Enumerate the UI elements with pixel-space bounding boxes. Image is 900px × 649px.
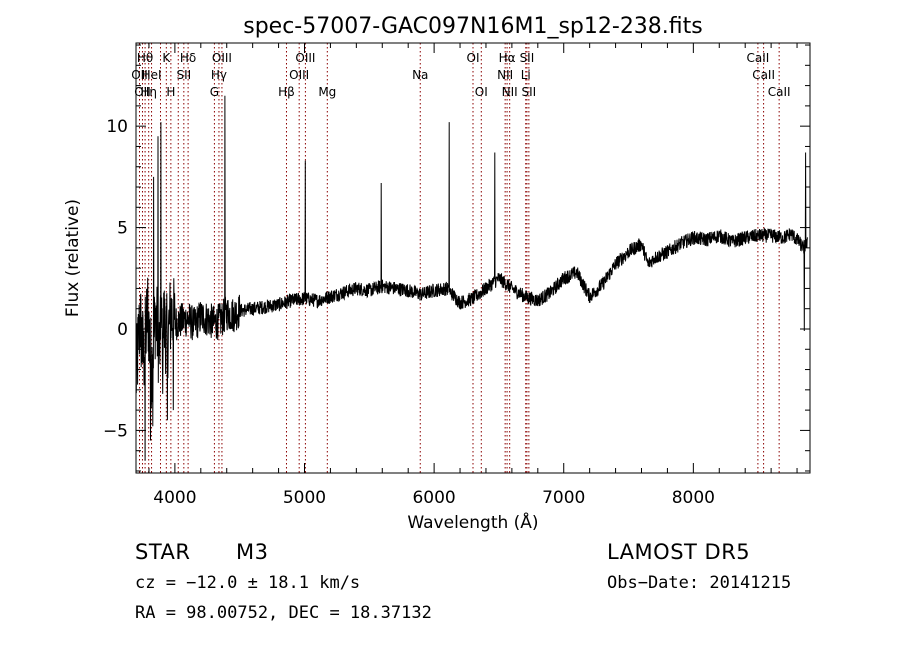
marker-label-1: OII (134, 85, 151, 99)
x-tick-label-2: 6000 (412, 488, 455, 508)
marker-label-24: Li (521, 68, 531, 82)
coordinates: RA = 98.00752, DEC = 18.37132 (135, 603, 432, 623)
marker-label-27: CaII (746, 51, 769, 65)
y-tick-label-3: 10 (106, 117, 128, 137)
marker-label-7: H (166, 85, 175, 99)
plot-frame (135, 42, 811, 474)
marker-label-11: G (210, 85, 219, 99)
marker-label-22: Hα (499, 51, 516, 65)
object-class: STAR (135, 540, 191, 564)
y-axis-label: Flux (relative) (63, 199, 83, 317)
x-tick-label-0: 4000 (153, 488, 196, 508)
marker-label-23: NII (502, 85, 518, 99)
axis-ticks: 4000 5000 6000 7000 8000 −5 0 5 10 (103, 43, 810, 508)
obs-date: Obs−Date: 20141215 (607, 573, 792, 593)
marker-label-9: SII (176, 68, 191, 82)
marker-label-28: CaII (752, 68, 775, 82)
spectrum-line (135, 95, 808, 461)
marker-label-14: Hβ (278, 85, 295, 99)
x-tick-label-3: 7000 (542, 488, 585, 508)
x-axis-label: Wavelength (Å) (407, 511, 538, 533)
marker-label-26: SII (522, 85, 537, 99)
marker-label-19: OI (467, 51, 480, 65)
line-markers (138, 43, 780, 473)
marker-label-15: OIII (289, 68, 309, 82)
marker-label-6: K (162, 51, 171, 65)
marker-label-10: Hδ (180, 51, 196, 65)
survey-name: LAMOST DR5 (607, 540, 751, 564)
spectrum-series (135, 95, 808, 461)
marker-label-0: OII (131, 68, 148, 82)
x-tick-label-1: 5000 (283, 488, 326, 508)
object-subclass: M3 (236, 540, 269, 564)
marker-label-2: Hθ (137, 51, 153, 65)
chart-title: spec-57007-GAC097N16M1_sp12-238.fits (243, 14, 703, 39)
marker-label-25: SII (520, 51, 535, 65)
marker-label-13: OIII (212, 51, 232, 65)
marker-label-3: Hη (140, 85, 157, 99)
marker-label-16: OIII (295, 51, 315, 65)
marker-label-20: OI (475, 85, 488, 99)
marker-label-4: HeI (142, 68, 162, 82)
y-tick-label-0: −5 (103, 421, 128, 441)
line-labels: OIIOIIHθHηHeIKHSIIHδGHγOIIIHβOIIIOIIIMgN… (131, 51, 790, 99)
y-tick-label-1: 0 (117, 320, 128, 340)
marker-label-17: Mg (318, 85, 336, 99)
x-tick-label-4: 8000 (672, 488, 715, 508)
redshift-text: cz = −12.0 ± 18.1 km/s (135, 573, 361, 593)
marker-label-21: NII (497, 68, 513, 82)
y-tick-label-2: 5 (117, 219, 128, 239)
marker-label-12: Hγ (211, 68, 227, 82)
marker-label-29: CaII (768, 85, 791, 99)
marker-label-18: Na (412, 68, 428, 82)
